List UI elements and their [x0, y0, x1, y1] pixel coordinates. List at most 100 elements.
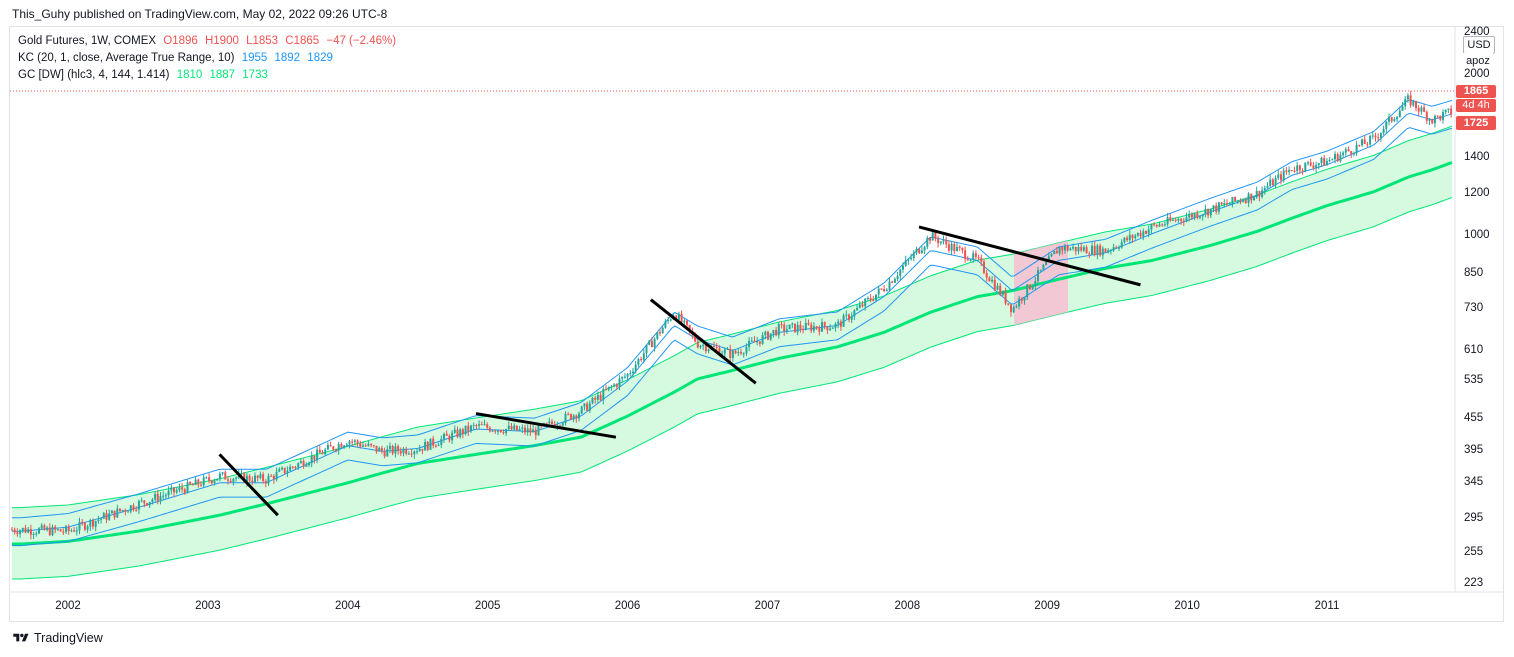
candle-body — [59, 529, 62, 532]
candle-body — [602, 389, 605, 400]
candle-body — [877, 288, 880, 295]
candle-body — [146, 503, 148, 506]
candle-body — [272, 475, 275, 480]
candle-body — [259, 474, 262, 478]
candle-body — [761, 335, 764, 344]
candle-body — [1339, 155, 1342, 162]
candle-body — [640, 358, 643, 360]
legend-kc[interactable]: KC (20, 1, close, Average True Range, 10… — [18, 52, 337, 64]
candle-body — [318, 449, 321, 453]
candle-body — [294, 466, 297, 468]
candle-body — [1369, 135, 1372, 145]
candle-body — [1169, 217, 1172, 221]
legend-gc-v2: 1887 — [209, 69, 236, 81]
footer-brand[interactable]: TradingView — [12, 631, 103, 645]
legend-kc-label: KC (20, 1, close, Average True Range, 10… — [18, 52, 235, 64]
candle-body — [872, 299, 875, 301]
candle-body — [1428, 119, 1431, 121]
candle-body — [1120, 242, 1123, 248]
last-price-tag: 1865 — [1456, 85, 1496, 98]
candle-body — [213, 480, 216, 484]
candle-body — [664, 321, 667, 328]
candle-body — [1104, 248, 1107, 253]
candle-body — [729, 348, 732, 358]
candle-body — [1058, 247, 1061, 254]
candle-body — [78, 521, 81, 531]
candle-body — [1166, 217, 1169, 225]
candle-body — [297, 463, 300, 468]
candle-body — [534, 429, 537, 436]
candle-body — [124, 509, 127, 512]
currency-button[interactable]: USD — [1463, 36, 1495, 54]
legend-change: −47 (−2.46%) — [326, 35, 397, 47]
candle-body — [704, 344, 707, 352]
candle-body — [370, 443, 373, 446]
scale-button[interactable]: apoz — [1463, 53, 1493, 69]
candle-body — [910, 258, 913, 260]
candle-body — [702, 344, 705, 346]
candle-body — [121, 509, 124, 511]
legend-gc[interactable]: GC [DW] (hlc3, 4, 144, 1.414) 1810 1887 … — [18, 69, 272, 81]
candle-body — [721, 353, 724, 356]
candle-body — [956, 246, 958, 252]
candle-body — [1207, 209, 1210, 216]
candle-body — [667, 319, 670, 322]
candle-body — [1366, 143, 1369, 145]
trendlines — [218, 225, 1141, 517]
candle-body — [308, 463, 310, 466]
candle-body — [29, 529, 32, 535]
legend-gc-v3: 1733 — [242, 69, 268, 81]
candle-body — [961, 248, 964, 251]
candle-body — [1012, 306, 1015, 313]
candle-body — [240, 473, 243, 475]
candle-body — [972, 253, 975, 260]
legend-gc-label: GC [DW] (hlc3, 4, 144, 1.414) — [18, 69, 170, 81]
candle-body — [1212, 205, 1215, 209]
candle-body — [302, 460, 305, 467]
candle-body — [621, 376, 624, 379]
candle-body — [102, 513, 105, 519]
candle-body — [785, 329, 788, 332]
candle-body — [135, 509, 138, 511]
y-tick-label: 255 — [1464, 545, 1484, 558]
candle-body — [353, 440, 356, 442]
candle-body — [934, 232, 937, 239]
chart-frame[interactable] — [9, 26, 1504, 622]
candle-body — [575, 415, 578, 419]
candle-body — [1420, 107, 1423, 112]
candle-body — [167, 490, 170, 496]
candle-body — [656, 332, 659, 339]
candle-body — [51, 526, 54, 535]
candle-body — [1236, 200, 1239, 202]
candle-body — [831, 327, 834, 329]
candle-body — [65, 526, 67, 532]
candle-body — [807, 322, 810, 325]
legend-close: C1865 — [285, 35, 320, 47]
candle-body — [470, 425, 472, 432]
candle-body — [526, 428, 529, 433]
candle-body — [407, 453, 410, 455]
candle-body — [1193, 213, 1196, 218]
candle-body — [866, 298, 869, 300]
candle-body — [888, 281, 891, 290]
candle-body — [267, 475, 270, 484]
candle-body — [389, 445, 391, 449]
legend-symbol[interactable]: Gold Futures, 1W, COMEX O1896 H1900 L185… — [18, 35, 400, 47]
legend-kc-lower: 1829 — [307, 52, 333, 64]
candle-body — [618, 378, 621, 387]
candle-body — [262, 474, 265, 481]
candle-body — [869, 298, 872, 300]
candle-body — [337, 444, 340, 451]
candle-body — [974, 253, 977, 258]
x-tick-label: 2010 — [1174, 600, 1200, 612]
candle-body — [16, 532, 19, 535]
candle-body — [405, 448, 408, 454]
candle-body — [1115, 247, 1118, 249]
candle-body — [129, 505, 132, 512]
candles — [11, 91, 1453, 540]
candle-body — [629, 373, 632, 375]
candle-body — [637, 358, 640, 365]
publisher-note: This_Guhy published on TradingView.com, … — [12, 7, 388, 21]
candle-body — [1285, 170, 1288, 172]
